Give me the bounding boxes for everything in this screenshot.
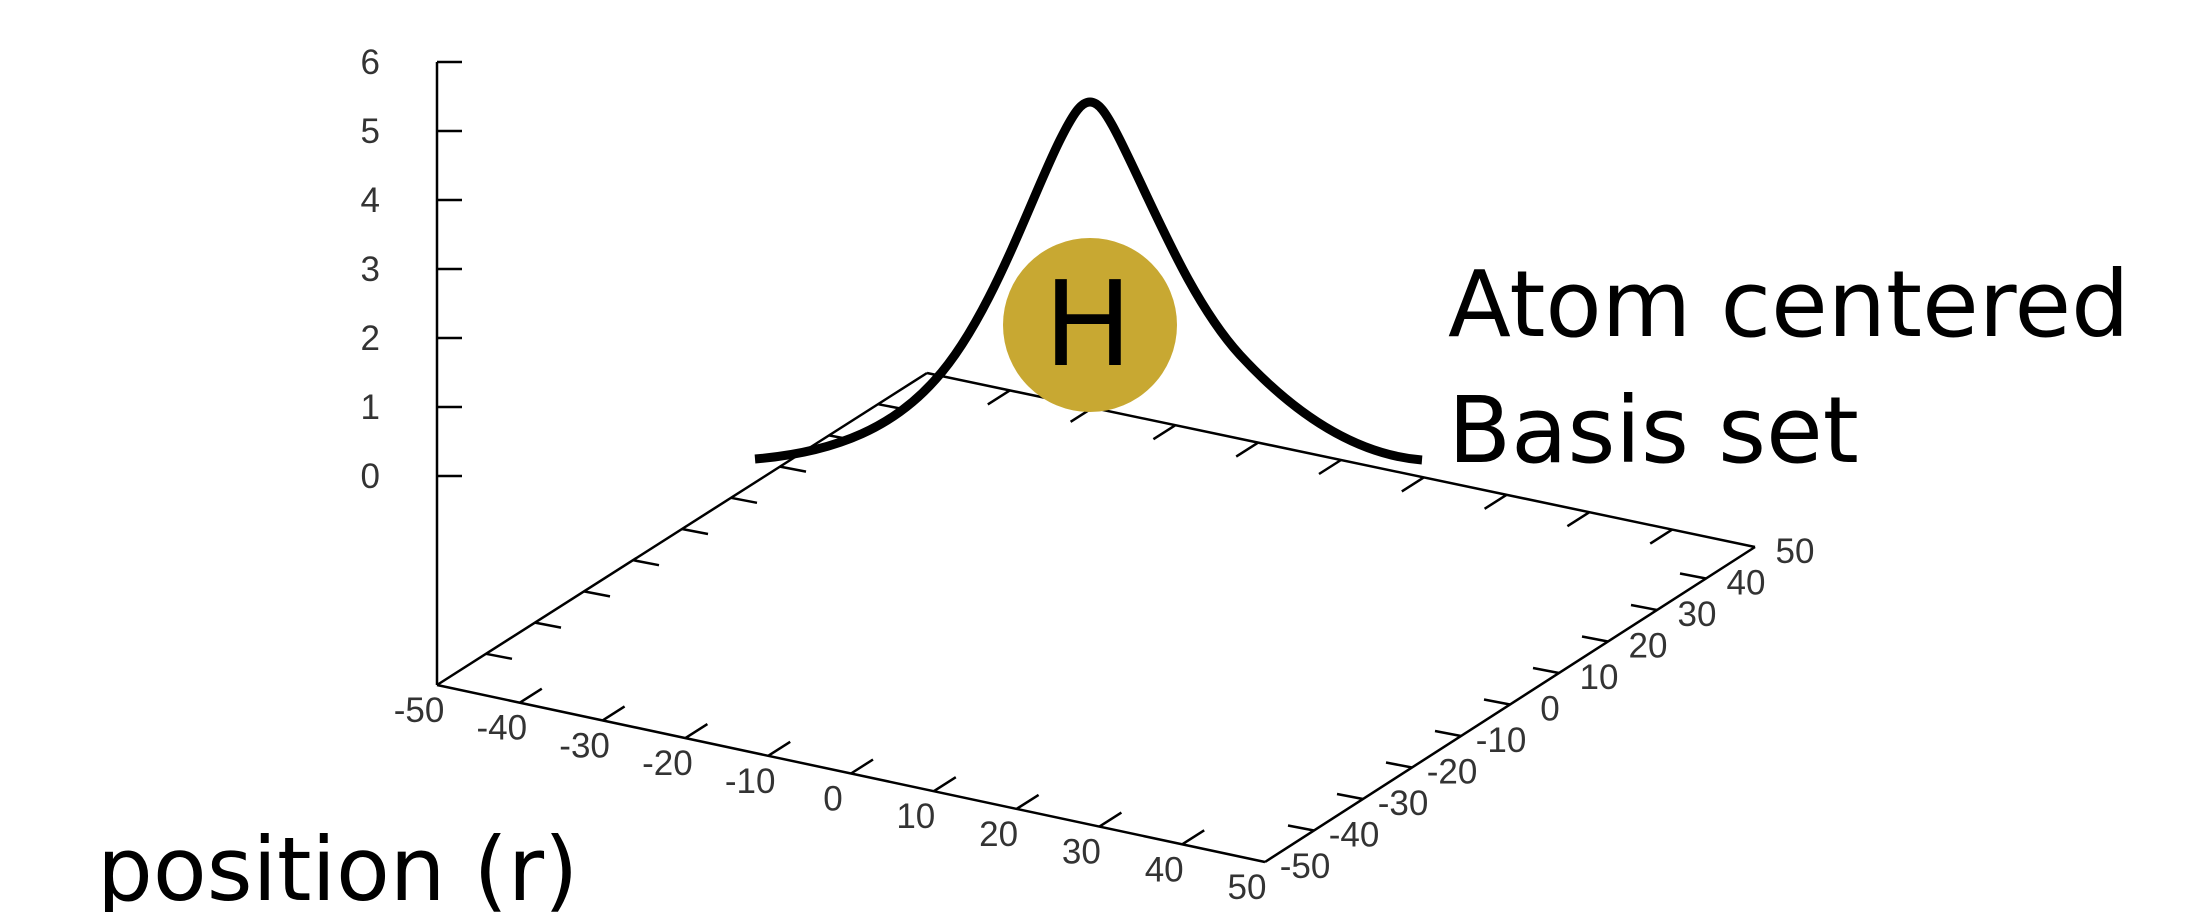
x-axis-tick <box>850 758 874 775</box>
left-edge-tick <box>485 652 513 661</box>
y-axis-tick-label: 30 <box>1678 595 1717 634</box>
y-axis-tick <box>1434 729 1462 738</box>
annotation-line-1: Atom centered <box>1448 251 2130 358</box>
y-axis-tick-label: 50 <box>1776 532 1815 571</box>
back-edge-tick <box>987 389 1011 406</box>
y-axis-tick <box>1532 666 1560 675</box>
z-axis-tick-label: 4 <box>361 181 380 220</box>
x-axis-tick-label: -10 <box>725 762 776 801</box>
x-axis-tick <box>684 723 709 740</box>
hydrogen-atom-circle <box>1003 238 1177 412</box>
x-axis-tick-label: 20 <box>979 815 1018 854</box>
y-axis-tick-label: 0 <box>1540 690 1559 729</box>
x-axis-tick-label: 30 <box>1062 833 1101 872</box>
atom-symbol: H <box>1044 255 1133 393</box>
z-axis-tick-label: 0 <box>361 457 380 496</box>
left-edge-tick <box>583 590 611 598</box>
x-axis-tick <box>767 740 791 757</box>
y-axis-tick-label: 10 <box>1580 658 1619 697</box>
x-axis-tick-label: 50 <box>1228 868 1267 907</box>
back-edge-tick <box>1152 424 1177 441</box>
annotation-line-2: Basis set <box>1448 377 1859 484</box>
z-axis-tick-label: 3 <box>361 250 380 289</box>
x-axis-tick <box>601 705 626 722</box>
back-edge-tick <box>1483 493 1508 510</box>
y-axis-tick <box>1679 572 1707 580</box>
y-axis-ticks: -50-40-30-20-10 0 10 20 30 40 50 <box>1280 532 1815 886</box>
y-axis-tick-label: -10 <box>1476 721 1527 760</box>
x-axis-tick-label: -40 <box>477 709 528 748</box>
back-edge-tick <box>1649 528 1673 545</box>
left-edge-tick <box>681 527 709 536</box>
basis-function-curve <box>754 97 1423 465</box>
back-edge-tick <box>1401 476 1425 493</box>
x-axis-ticks: -50 -40 -30 -20 -10 0 10 20 30 40 50 <box>394 687 1267 907</box>
z-axis-tick-label: 2 <box>361 319 380 358</box>
x-axis-tick-label: 0 <box>823 780 842 819</box>
x-axis-tick-label: -20 <box>642 744 693 783</box>
left-edge-tick <box>534 621 562 629</box>
y-axis-tick-label: 40 <box>1727 564 1766 603</box>
z-axis-ticks: 0 1 2 3 4 5 6 <box>361 43 462 496</box>
y-axis-tick <box>1287 824 1315 832</box>
x-axis-tick-label: -50 <box>394 691 445 730</box>
x-axis-tick-label: 10 <box>896 797 935 836</box>
y-axis-tick <box>1630 603 1658 612</box>
z-axis-tick-label: 5 <box>361 112 380 151</box>
back-edge-tick <box>1235 441 1259 458</box>
y-axis-tick <box>1581 635 1609 643</box>
back-edge-ticks <box>485 389 1673 661</box>
y-axis-tick <box>1336 792 1364 801</box>
position-label: position (r) <box>97 818 578 912</box>
y-axis-tick-label: -50 <box>1280 847 1331 886</box>
x-axis-tick-label: -30 <box>559 726 610 765</box>
left-edge-tick <box>779 465 807 473</box>
left-edge-tick <box>730 496 758 505</box>
z-axis-tick-label: 6 <box>361 43 380 82</box>
x-axis-tick <box>1181 829 1205 846</box>
y-axis-tick-label: -20 <box>1427 753 1478 792</box>
y-axis-tick <box>1385 761 1413 769</box>
y-axis-tick-label: 20 <box>1629 627 1668 666</box>
x-axis-tick-label: 40 <box>1145 850 1184 889</box>
back-edge-tick <box>1566 511 1591 528</box>
left-edge-tick <box>632 558 660 567</box>
z-axis-tick-label: 1 <box>361 388 380 427</box>
x-axis-tick <box>1098 811 1123 828</box>
y-axis-tick-label: -30 <box>1378 784 1429 823</box>
x-axis-tick <box>1015 793 1040 810</box>
y-axis-tick-label: -40 <box>1329 816 1380 855</box>
x-axis-tick <box>933 776 957 793</box>
y-axis-tick <box>1483 698 1511 706</box>
x-axis-tick <box>519 687 543 704</box>
back-edge-tick <box>1318 458 1342 476</box>
